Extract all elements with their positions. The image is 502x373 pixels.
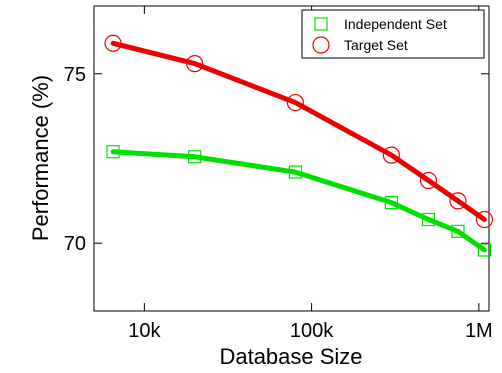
x-tick-label: 1M <box>465 320 493 342</box>
legend-marker-target-set <box>312 36 330 54</box>
legend-marker-independent-set <box>314 17 328 31</box>
data-point-independent-set <box>106 145 120 159</box>
data-point-target-set <box>449 192 467 210</box>
legend-label-target-set: Target Set <box>344 37 408 53</box>
data-point-target-set <box>382 146 400 164</box>
series-line-target-set <box>110 40 487 222</box>
series-line-independent-set <box>110 149 487 253</box>
data-point-target-set <box>186 55 204 73</box>
data-point-independent-set <box>477 243 492 257</box>
legend-label-independent-set: Independent Set <box>344 16 447 32</box>
x-tick-label: 100k <box>290 320 334 342</box>
data-point-independent-set <box>421 212 436 227</box>
data-point-target-set <box>104 34 122 52</box>
data-point-target-set <box>419 171 438 190</box>
y-tick-label: 70 <box>64 233 86 255</box>
series-group <box>104 34 494 257</box>
data-point-target-set <box>475 210 494 229</box>
data-point-target-set <box>286 93 304 112</box>
data-point-independent-set <box>188 150 202 164</box>
y-axis-title: Performance (%) <box>28 75 53 241</box>
x-axis-title: Database Size <box>219 344 362 369</box>
x-axis-ticks: 10k 100k 1M <box>128 6 493 342</box>
data-point-independent-set <box>288 165 302 179</box>
x-tick-label: 10k <box>128 320 161 342</box>
y-axis-ticks: 70 75 <box>64 64 489 255</box>
legend-box <box>301 9 485 59</box>
legend: Independent Set Target Set <box>301 9 485 59</box>
data-point-independent-set <box>384 195 398 210</box>
y-tick-label: 75 <box>64 64 86 86</box>
data-point-independent-set <box>451 224 465 238</box>
